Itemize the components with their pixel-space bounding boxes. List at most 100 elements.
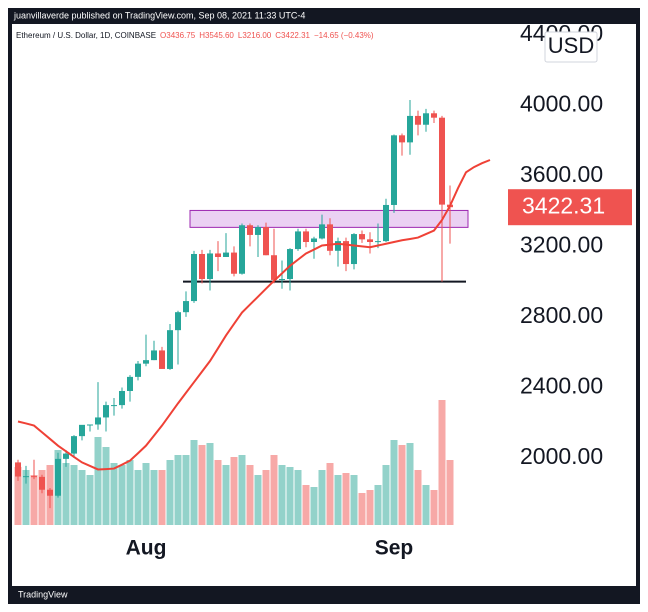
candle-body	[295, 231, 301, 250]
candle-body	[191, 253, 197, 302]
volume-bar	[182, 455, 190, 525]
volume-bar	[62, 463, 70, 525]
candle-body	[399, 135, 405, 143]
volume-bar	[22, 470, 30, 525]
candle-body	[279, 279, 285, 281]
candle-body	[159, 350, 165, 369]
volume-bar	[150, 470, 158, 525]
volume-bar	[382, 465, 390, 525]
y-tick-label: 2400.00	[520, 373, 603, 399]
volume-bar	[262, 470, 270, 525]
candle-body	[239, 225, 245, 274]
candle-body	[15, 462, 21, 477]
candle-body	[335, 241, 341, 251]
candle-body	[207, 253, 213, 280]
candle-body	[127, 376, 133, 391]
volume-bar	[102, 447, 110, 525]
currency: USD	[548, 33, 594, 58]
legend-value: O3436.75	[160, 31, 196, 40]
volume-bar	[350, 475, 358, 525]
volume-bar	[446, 460, 454, 525]
volume-bar	[14, 467, 22, 525]
volume-bar	[398, 445, 406, 525]
volume-bar	[294, 470, 302, 525]
candle-body	[103, 405, 109, 418]
candle-body	[31, 476, 37, 478]
volume-bar	[94, 437, 102, 525]
y-tick-label: 4000.00	[520, 90, 603, 116]
volume-bar	[318, 470, 326, 525]
volume-bar	[438, 400, 446, 525]
volume-bar	[70, 465, 78, 525]
volume-bar	[134, 470, 142, 525]
candle-body	[143, 360, 149, 364]
volume-bar	[286, 467, 294, 525]
last-price-label: 3422.31	[522, 192, 605, 218]
volume-bar	[38, 470, 46, 525]
candle-body	[303, 231, 309, 242]
currency-box	[544, 31, 598, 63]
candle-body	[167, 330, 173, 369]
candle-body	[375, 241, 381, 243]
candle-body	[271, 255, 277, 280]
volume-bar	[222, 465, 230, 525]
volume-bar	[158, 470, 166, 525]
candle-body	[71, 436, 77, 454]
volume-bar	[230, 457, 238, 525]
candle-body	[383, 204, 389, 242]
candle-body	[119, 390, 125, 406]
volume-bar	[342, 473, 350, 525]
volume-bar	[238, 455, 246, 525]
volume-bar	[142, 463, 150, 525]
candle-body	[87, 424, 93, 426]
candle-body	[351, 234, 357, 265]
candle-body	[151, 350, 157, 361]
candle-body	[359, 234, 365, 240]
symbol: Ethereum / U.S. Dollar, 1D, COINBASE	[16, 31, 156, 40]
candle-body	[55, 458, 61, 496]
y-tick-label: 2800.00	[520, 302, 603, 328]
candle-body	[327, 224, 333, 251]
candle-body	[199, 253, 205, 280]
legend: Ethereum / U.S. Dollar, 1D, COINBASE O343…	[16, 31, 374, 40]
legend-value: H3545.60	[199, 31, 234, 40]
header: juanvillaverde published on TradingView.…	[13, 10, 305, 20]
candle-body	[223, 252, 229, 257]
volume-bar	[206, 443, 214, 525]
volume-bar	[326, 463, 334, 525]
moving-average	[17, 159, 491, 471]
volume-bar	[118, 465, 126, 525]
last-price-box	[508, 189, 632, 226]
volume-bar	[390, 440, 398, 525]
y-tick-label: 3200.00	[520, 231, 603, 257]
volume-bar	[254, 475, 262, 525]
candle-body	[311, 238, 317, 242]
volume-bar	[166, 460, 174, 525]
candle-body	[391, 135, 397, 205]
candle-body	[39, 476, 45, 490]
volume-bar	[310, 487, 318, 525]
candle-body	[319, 224, 325, 239]
volume-bar	[190, 440, 198, 525]
candle-body	[47, 489, 53, 496]
legend-value: −14.65 (−0.43%)	[314, 31, 374, 40]
volume-bar	[86, 475, 94, 525]
volume-bar	[246, 465, 254, 525]
volume-bar	[270, 455, 278, 525]
footer: TradingView	[18, 589, 68, 599]
candle-body	[367, 239, 373, 242]
volume-bar	[278, 465, 286, 525]
volume-bar	[110, 463, 118, 525]
price-axis: 2000.00 2400.00 2800.00 3200.00 3600.00 4000.…	[508, 20, 632, 469]
candle-body	[247, 225, 253, 235]
candle-body	[431, 113, 437, 118]
candle-body	[423, 113, 429, 125]
y-tick-label: 3600.00	[520, 161, 603, 187]
legend-value: L3216.00	[238, 31, 272, 40]
volume-bar	[374, 485, 382, 525]
candle-body	[111, 405, 117, 407]
candle-body	[231, 252, 237, 274]
volume-bar	[366, 490, 374, 525]
